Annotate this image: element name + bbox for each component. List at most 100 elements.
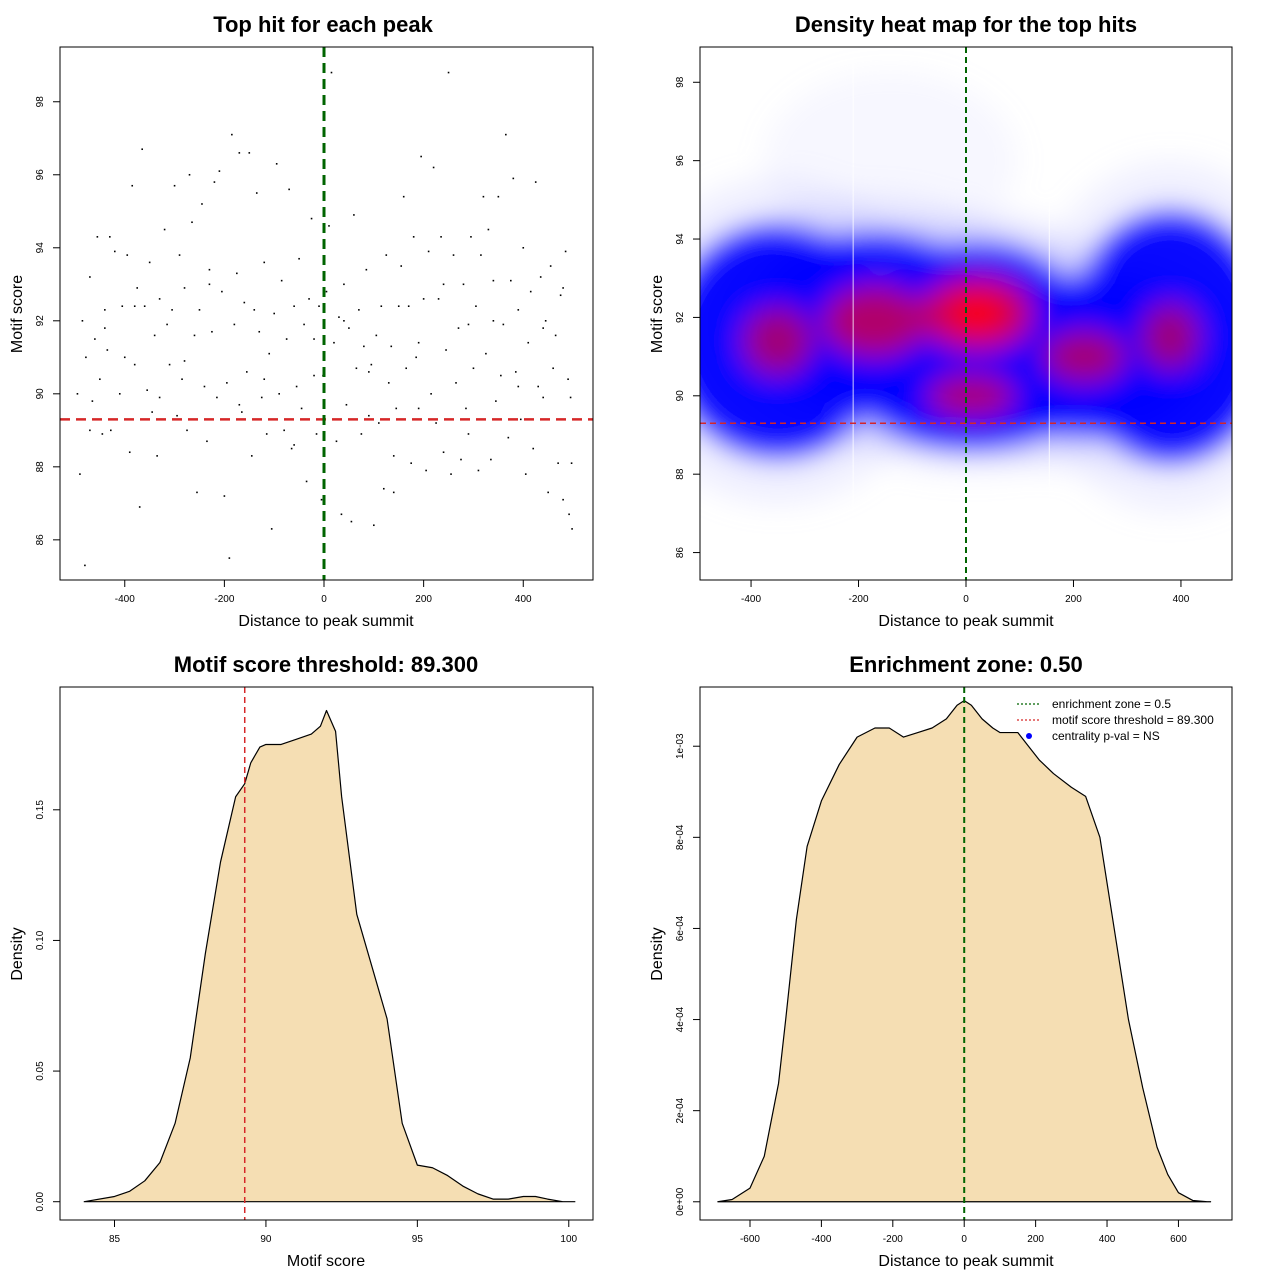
scatter-point <box>81 320 84 322</box>
scatter-point <box>293 444 295 446</box>
scatter-point <box>243 301 246 304</box>
panel-scatter-plot: -400 -200 0 200 400 86 88 90 92 94 96 98 <box>35 47 593 605</box>
x-tick-label: 200 <box>1027 1234 1044 1245</box>
scatter-point <box>490 458 492 461</box>
x-tick-label: 400 <box>515 594 532 605</box>
y-tick-label: 0.00 <box>35 1192 46 1212</box>
scatter-point <box>380 305 383 307</box>
scatter-point <box>472 367 475 370</box>
scatter-point <box>534 181 537 183</box>
scatter-point <box>228 557 231 559</box>
density-core <box>1141 304 1199 370</box>
scatter-point <box>236 272 238 275</box>
panel-scatter-frame <box>59 46 594 581</box>
scatter-point <box>201 203 203 205</box>
scatter-point <box>445 349 447 351</box>
scatter-point <box>420 155 422 158</box>
scatter-point <box>138 506 141 508</box>
scatter-point <box>510 279 512 282</box>
scatter-point <box>343 283 345 286</box>
scatter-point <box>143 305 146 307</box>
scatter-point <box>313 374 315 377</box>
scatter-point <box>151 411 153 413</box>
x-tick-label: 600 <box>1170 1234 1187 1245</box>
scatter-point <box>176 414 178 417</box>
legend-dot <box>1026 733 1032 739</box>
scatter-point <box>238 152 241 154</box>
scatter-point <box>186 429 188 432</box>
x-tick-label: -400 <box>811 1234 831 1245</box>
scatter-point <box>126 254 129 256</box>
scatter-point <box>497 195 500 198</box>
x-tick-label: 0 <box>963 594 969 605</box>
scatter-point <box>166 323 168 326</box>
scatter-point <box>440 236 442 238</box>
scatter-point <box>198 309 201 311</box>
scatter-point <box>178 254 181 256</box>
scatter-point <box>136 287 139 289</box>
y-tick-label: 92 <box>35 315 46 327</box>
scatter-point <box>505 133 507 136</box>
scatter-point <box>529 290 532 293</box>
scatter-point <box>412 236 415 238</box>
scatter-point <box>265 433 268 435</box>
panel-score-density-frame <box>59 686 594 1221</box>
y-tick-label: 98 <box>675 76 686 88</box>
scatter-point <box>196 491 198 494</box>
scatter-point <box>300 407 303 410</box>
y-tick-label: 0.15 <box>35 800 46 820</box>
scatter-point <box>340 513 343 516</box>
scatter-point <box>495 400 497 402</box>
scatter-point <box>512 177 515 180</box>
y-tick-label: 0.05 <box>35 1061 46 1081</box>
panel-scatter: Top hit for each peak -400 -200 0 200 400 86 8… <box>9 12 594 630</box>
scatter-point <box>417 407 420 410</box>
density-core <box>743 307 813 375</box>
y-tick-label: 1e-03 <box>675 733 686 759</box>
y-tick-label: 96 <box>675 155 686 167</box>
y-tick-label: 2e-04 <box>675 1097 686 1123</box>
scatter-point <box>539 276 542 278</box>
scatter-point <box>278 393 280 395</box>
density-core <box>927 376 1015 416</box>
scatter-point <box>76 393 79 395</box>
scatter-point <box>211 330 213 333</box>
scatter-point <box>365 268 368 271</box>
scatter-point <box>470 236 472 238</box>
scatter-point <box>537 385 540 388</box>
panel-scatter-title: Top hit for each peak <box>213 12 433 37</box>
scatter-point <box>158 396 161 399</box>
scatter-point <box>146 389 148 391</box>
density-core <box>823 286 926 357</box>
x-tick-label: -400 <box>741 594 761 605</box>
scatter-point <box>335 440 338 443</box>
scatter-point <box>99 378 101 381</box>
scatter-point <box>345 403 348 406</box>
y-tick-label: 88 <box>35 461 46 473</box>
heatmap-area <box>700 47 1232 580</box>
scatter-point <box>519 418 522 421</box>
scatter-point <box>527 341 530 344</box>
scatter-point <box>263 378 266 381</box>
x-tick-label: 90 <box>260 1234 272 1245</box>
scatter-point <box>109 236 111 238</box>
scatter-point <box>84 564 86 567</box>
scatter-point <box>131 184 134 187</box>
heatmap-density <box>700 72 1232 513</box>
scatter-point <box>141 148 143 151</box>
scatter-point <box>492 320 495 322</box>
scatter-point <box>437 298 440 300</box>
scatter-point <box>89 429 91 432</box>
scatter-point <box>547 491 549 494</box>
scatter-point <box>330 71 333 74</box>
scatter-point <box>402 195 405 198</box>
scatter-point <box>417 341 420 344</box>
scatter-point <box>387 382 390 384</box>
scatter-point <box>288 188 290 191</box>
scatter-point <box>94 338 96 340</box>
scatter-point <box>241 411 243 413</box>
y-tick-label: 0.10 <box>35 930 46 950</box>
scatter-point <box>148 261 151 264</box>
scatter-point <box>163 228 166 231</box>
y-tick-label: 98 <box>35 96 46 108</box>
